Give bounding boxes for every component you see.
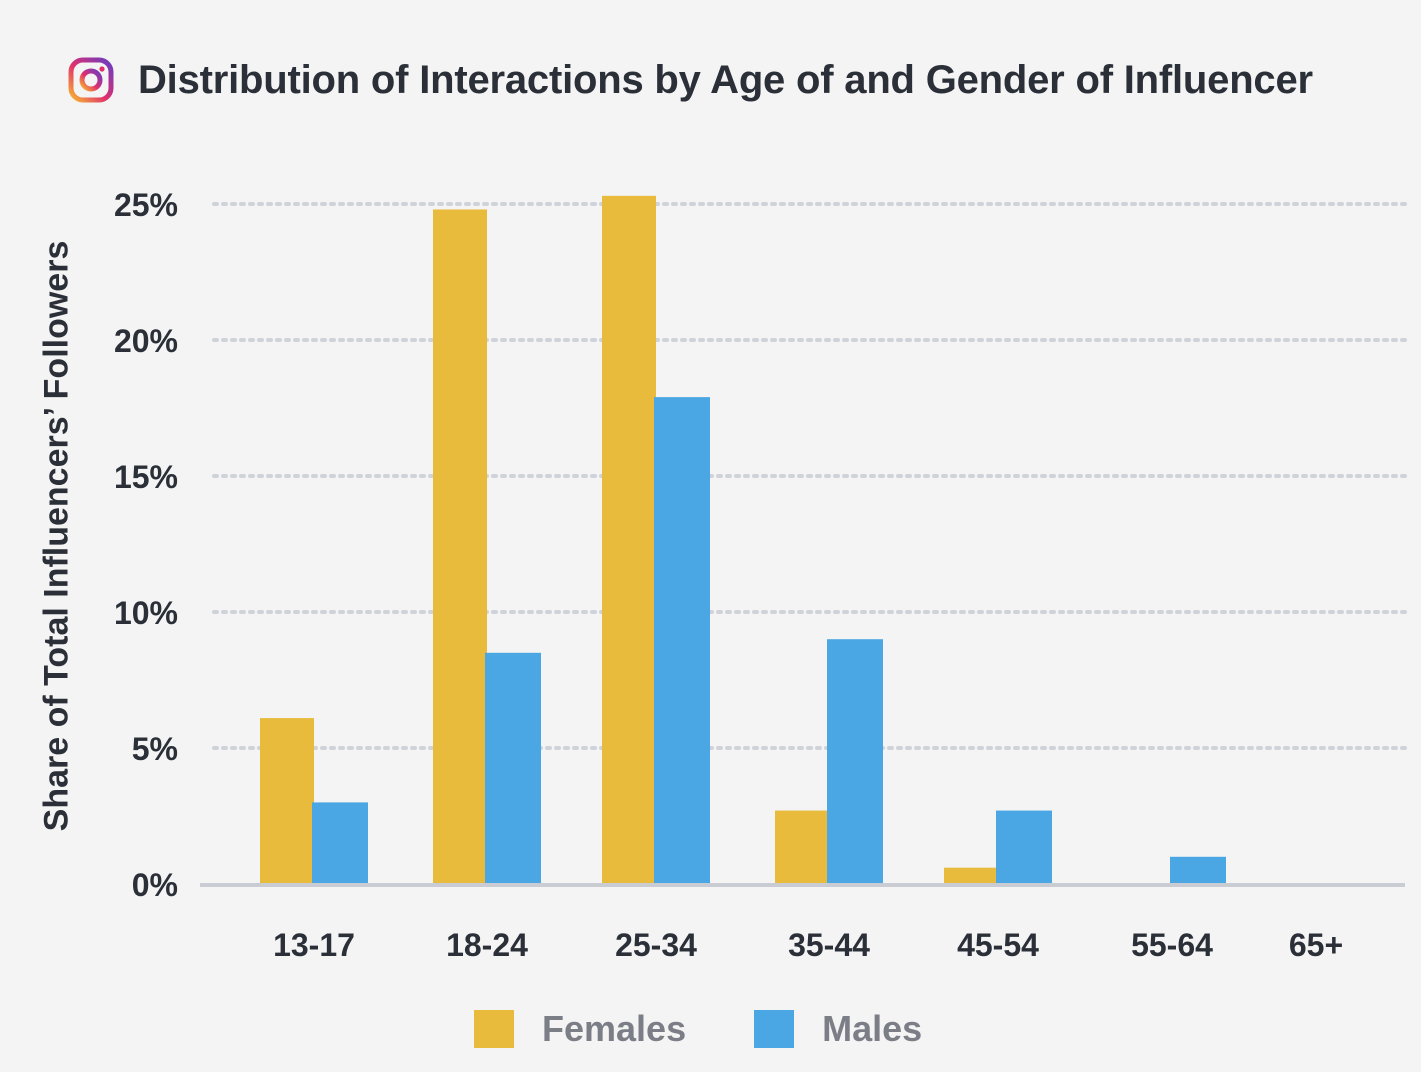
legend-item-males[interactable]: Males: [754, 1008, 922, 1050]
bar-males-25-34[interactable]: [654, 397, 710, 884]
bar-males-55-64[interactable]: [1170, 856, 1226, 884]
x-tick-label: 25-34: [615, 927, 697, 963]
bar-males-18-24[interactable]: [485, 652, 541, 884]
legend-label-females: Females: [542, 1008, 687, 1049]
chart-header: Distribution of Interactions by Age of a…: [68, 52, 1313, 108]
x-tick-label: 18-24: [446, 927, 528, 963]
y-tick-label: 25%: [114, 187, 178, 223]
legend-label-males: Males: [822, 1008, 923, 1049]
chart-title: Distribution of Interactions by Age of a…: [138, 57, 1313, 102]
legend-swatch-males: [754, 1010, 795, 1048]
axis-layer: 0% 5% 10% 15% 20% 25% 13-17 18-24 25-34 35-44 45-5…: [114, 187, 1405, 963]
x-tick-label: 13-17: [273, 927, 355, 963]
y-tick-label: 10%: [114, 595, 178, 631]
bar-females-13-17[interactable]: [260, 718, 314, 884]
x-tick-label: 65+: [1289, 927, 1343, 963]
bar-layer: [260, 195, 1226, 885]
bar-females-25-34[interactable]: [602, 195, 656, 885]
bar-males-35-44[interactable]: [827, 639, 883, 884]
bar-females-35-44[interactable]: [775, 810, 829, 884]
bar-chart: 0% 5% 10% 15% 20% 25% 13-17 18-24 25-34 35-44 45-5…: [114, 187, 1407, 963]
bar-males-13-17[interactable]: [312, 802, 368, 884]
x-tick-label: 35-44: [788, 927, 870, 963]
instagram-icon: [68, 57, 114, 103]
bar-females-18-24[interactable]: [433, 209, 487, 884]
x-tick-label: 55-64: [1131, 927, 1213, 963]
grid-layer: [212, 202, 1407, 750]
bar-males-45-54[interactable]: [996, 810, 1052, 884]
bar-females-45-54[interactable]: [944, 867, 998, 884]
y-tick-label: 15%: [114, 459, 178, 495]
y-tick-label: 20%: [114, 323, 178, 359]
y-tick-label: 0%: [132, 867, 178, 903]
legend: Females Males: [474, 1008, 990, 1050]
legend-item-females[interactable]: Females: [474, 1008, 686, 1050]
y-tick-label: 5%: [132, 731, 178, 767]
x-tick-label: 45-54: [957, 927, 1039, 963]
legend-swatch-females: [474, 1010, 514, 1048]
